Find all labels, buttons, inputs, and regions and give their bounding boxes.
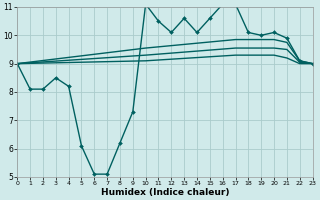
X-axis label: Humidex (Indice chaleur): Humidex (Indice chaleur) — [101, 188, 229, 197]
